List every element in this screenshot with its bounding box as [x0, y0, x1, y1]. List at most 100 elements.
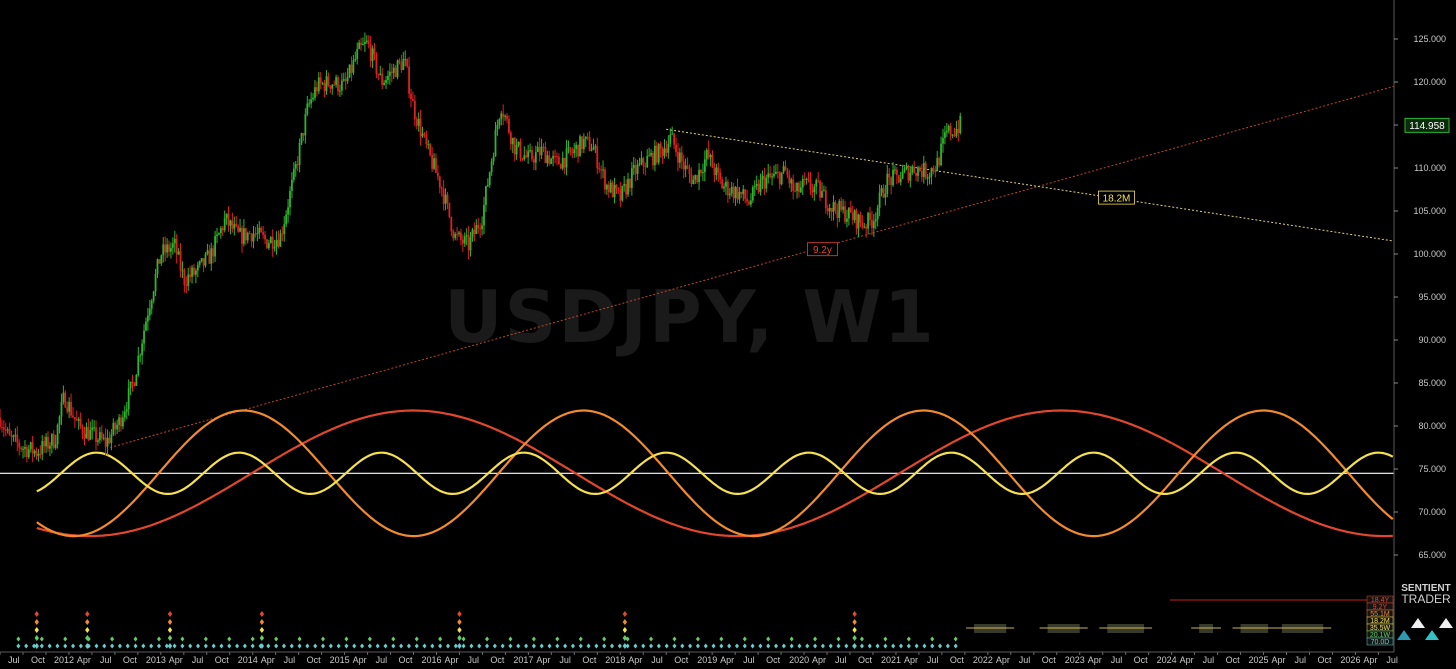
x-tick-label: Oct	[674, 655, 689, 665]
phase-marker	[836, 636, 841, 642]
candle-body	[502, 113, 505, 117]
phase-marker	[34, 643, 39, 649]
candle-body	[202, 258, 205, 266]
x-tick-label: 2020	[789, 655, 809, 665]
candle-body	[548, 155, 551, 164]
phase-marker	[305, 643, 310, 649]
phase-marker	[485, 643, 490, 649]
candle-body	[168, 244, 170, 252]
x-tick-label: 2012	[54, 655, 74, 665]
candle-body	[310, 99, 313, 104]
candle-body	[836, 210, 839, 218]
phase-marker	[555, 636, 560, 642]
phase-marker	[516, 643, 521, 649]
phase-marker	[461, 643, 466, 649]
candle-body	[746, 198, 748, 202]
candle-body	[365, 40, 368, 42]
candle-body	[732, 186, 735, 199]
candle-body	[473, 229, 476, 235]
candle-body	[924, 162, 927, 178]
candle-body	[703, 159, 706, 173]
phase-marker	[766, 643, 771, 649]
x-tick-label: Jul	[651, 655, 663, 665]
candle-body	[621, 185, 624, 201]
phase-marker	[617, 643, 622, 649]
candle-body	[390, 71, 393, 73]
candle-body	[744, 189, 747, 199]
candle-body	[12, 435, 15, 437]
candle-body	[842, 206, 845, 210]
candle-body	[118, 417, 120, 425]
x-tick-label: 2015	[330, 655, 350, 665]
candle-body	[413, 100, 416, 120]
candle-body	[206, 250, 209, 254]
candle-body	[156, 259, 159, 275]
candle-body	[928, 176, 931, 178]
candle-body	[388, 71, 391, 76]
x-tick-label: Oct	[31, 655, 46, 665]
candle-body	[415, 119, 418, 126]
candle-body	[429, 144, 432, 156]
candle-body	[321, 83, 324, 85]
candle-body	[373, 48, 376, 55]
candle-body	[648, 155, 651, 157]
phase-marker	[492, 643, 497, 649]
candle-body	[463, 236, 466, 244]
candle-body	[751, 187, 754, 201]
phase-marker	[227, 643, 232, 649]
x-tick-label: Oct	[490, 655, 505, 665]
y-tick-label: 85.000	[1418, 378, 1446, 388]
x-tick-label: Apr	[1088, 655, 1102, 665]
candle-body	[849, 207, 852, 213]
candle-body	[872, 221, 875, 229]
x-tick-label: Oct	[766, 655, 781, 665]
candle-body	[258, 227, 261, 234]
x-tick-label: Apr	[628, 655, 642, 665]
candle-body	[686, 165, 689, 169]
candle-body	[761, 175, 764, 180]
candle-body	[563, 158, 566, 168]
candle-body	[755, 183, 758, 187]
phase-marker	[680, 643, 685, 649]
candle-body	[602, 169, 604, 171]
phase-marker	[78, 643, 83, 649]
candle-body	[20, 447, 23, 450]
phase-marker	[259, 627, 265, 633]
candle-body	[823, 190, 825, 192]
candle-body	[248, 232, 251, 234]
candle-body	[91, 427, 94, 431]
phase-marker	[47, 643, 52, 649]
y-tick-label: 110.000	[1414, 163, 1446, 173]
phase-marker	[547, 643, 552, 649]
phase-marker	[352, 643, 357, 649]
candle-body	[354, 58, 357, 61]
candle-body	[642, 158, 645, 166]
candle-body	[254, 233, 257, 235]
phase-marker	[63, 643, 68, 649]
candle-body	[170, 247, 172, 252]
phase-marker	[622, 619, 628, 625]
candle-body	[884, 194, 887, 198]
candle-body	[859, 214, 862, 223]
candle-body	[237, 225, 240, 232]
candle-body	[4, 429, 7, 431]
y-tick-label: 105.000	[1413, 206, 1446, 216]
candle-body	[780, 172, 783, 185]
candle-body	[796, 182, 798, 191]
phase-marker	[774, 643, 779, 649]
candle-body	[279, 233, 282, 247]
candle-body	[496, 124, 499, 130]
candle-body	[903, 168, 906, 172]
candle-body	[277, 239, 280, 247]
candle-body	[383, 82, 386, 85]
phase-marker	[914, 643, 919, 649]
candle-body	[66, 407, 69, 412]
candle-body	[181, 270, 184, 272]
candle-body	[452, 231, 455, 238]
phase-marker	[813, 636, 818, 642]
phase-marker	[375, 643, 380, 649]
candle-body	[335, 77, 337, 85]
candle-body	[596, 146, 599, 169]
phase-marker	[344, 636, 349, 642]
